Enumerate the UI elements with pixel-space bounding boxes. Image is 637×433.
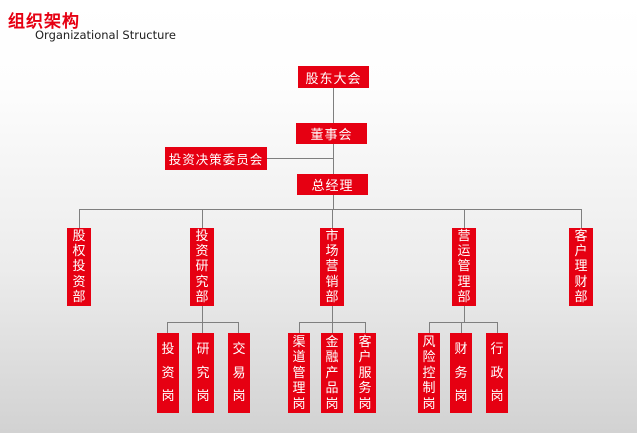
connector-line	[333, 195, 334, 209]
org-node-channel-management-post: 渠道管理岗	[288, 333, 310, 413]
org-node-marketing-dept: 市场营销部	[320, 228, 344, 306]
connector-line	[332, 209, 333, 228]
connector-line	[581, 209, 582, 228]
org-node-board-of-directors: 董事会	[296, 123, 367, 144]
org-node-equity-investment-dept: 股权投资部	[67, 228, 91, 306]
org-node-investment-decision-committee: 投资决策委员会	[165, 147, 267, 170]
org-node-operations-management-dept: 营运管理部	[452, 228, 476, 306]
org-node-general-manager: 总经理	[297, 174, 368, 195]
connector-line	[429, 322, 430, 333]
connector-line	[79, 209, 582, 210]
connector-line	[333, 144, 334, 174]
org-node-trading-post: 交易岗	[228, 333, 250, 413]
org-node-shareholders-meeting: 股东大会	[298, 66, 369, 88]
org-node-client-wealth-dept: 客户理财部	[569, 228, 593, 306]
connector-line	[167, 322, 239, 323]
connector-line	[333, 88, 334, 123]
connector-line	[464, 209, 465, 228]
org-node-investment-post: 投资岗	[157, 333, 179, 413]
connector-line	[299, 322, 300, 333]
page-subtitle: Organizational Structure	[35, 28, 176, 42]
org-node-risk-control-post: 风险控制岗	[418, 333, 440, 413]
connector-line	[497, 322, 498, 333]
org-node-customer-service-post: 客户服务岗	[354, 333, 376, 413]
org-node-finance-post: 财务岗	[450, 333, 472, 413]
org-node-administration-post: 行政岗	[486, 333, 508, 413]
connector-line	[365, 322, 366, 333]
connector-line	[461, 322, 462, 333]
org-node-financial-product-post: 金融产品岗	[321, 333, 343, 413]
connector-line	[332, 306, 333, 322]
connector-line	[464, 306, 465, 322]
connector-line	[267, 158, 333, 159]
connector-line	[202, 322, 203, 333]
connector-line	[202, 209, 203, 228]
connector-line	[202, 306, 203, 322]
connector-line	[429, 322, 498, 323]
page-title: 组织架构	[8, 12, 80, 32]
org-node-investment-research-dept: 投资研究部	[190, 228, 214, 306]
connector-line	[238, 322, 239, 333]
connector-line	[79, 209, 80, 228]
connector-line	[167, 322, 168, 333]
connector-line	[332, 322, 333, 333]
org-node-research-post: 研究岗	[192, 333, 214, 413]
